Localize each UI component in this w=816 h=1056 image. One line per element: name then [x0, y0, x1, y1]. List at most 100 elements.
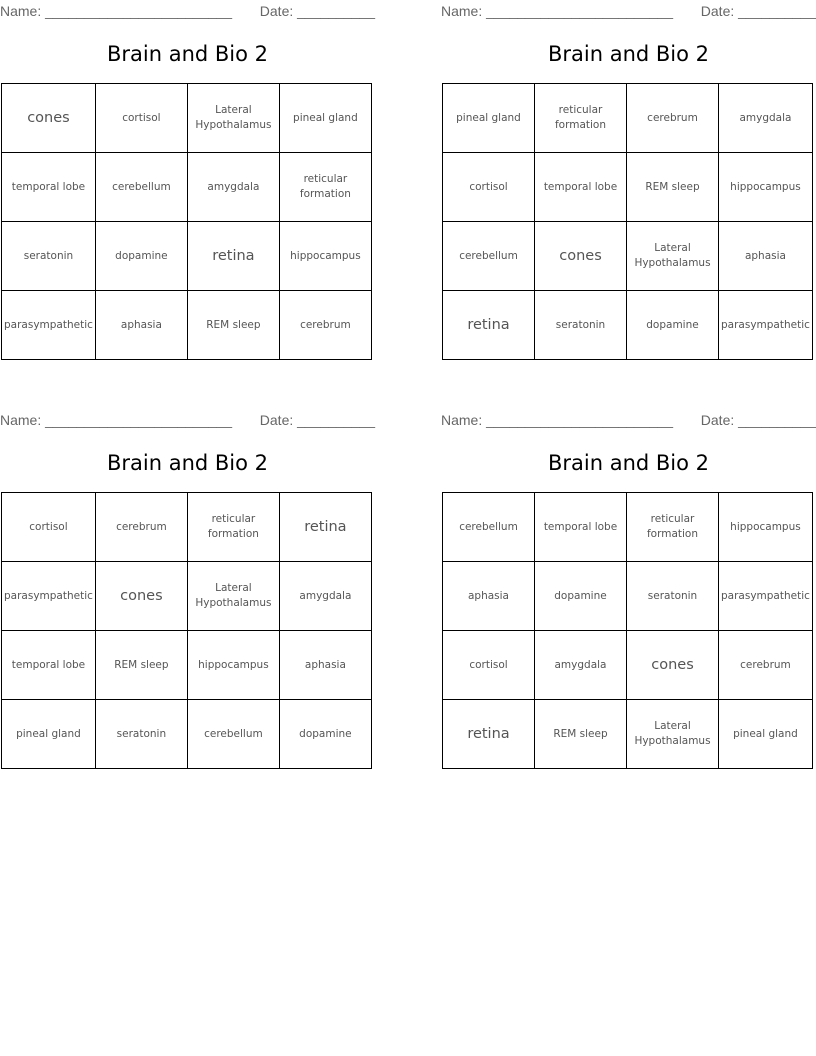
- bingo-cell: dopamine: [94, 221, 188, 291]
- bingo-cell: cones: [626, 630, 719, 700]
- bingo-cell: temporal lobe: [1, 152, 96, 222]
- bingo-cell: reticular formation: [186, 492, 280, 562]
- card-header: Name: ________________________ Date: ___…: [441, 0, 816, 22]
- grid-row: seratonin dopamine retina hippocampus: [1, 221, 372, 291]
- bingo-cell: hippocampus: [186, 630, 280, 700]
- name-field-label: Name: ________________________: [441, 412, 673, 428]
- grid-row: cortisol temporal lobe REM sleep hippocampu…: [442, 152, 813, 222]
- card-title: Brain and Bio 2: [547, 42, 710, 66]
- card-title: Brain and Bio 2: [106, 451, 269, 475]
- bingo-cell: amygdala: [186, 152, 280, 222]
- name-field-label: Name: ________________________: [441, 3, 673, 19]
- bingo-cell: REM sleep: [534, 699, 627, 769]
- bingo-cell: cerebrum: [718, 630, 813, 700]
- bingo-cell: dopamine: [278, 699, 372, 769]
- bingo-cell: hippocampus: [718, 492, 813, 562]
- bingo-cell: retina: [278, 492, 372, 562]
- card-title: Brain and Bio 2: [106, 42, 269, 66]
- date-field-label: Date: __________: [700, 3, 816, 19]
- bingo-cell: reticular formation: [278, 152, 372, 222]
- bingo-cell: seratonin: [94, 699, 188, 769]
- bingo-cell: cerebrum: [626, 83, 719, 153]
- grid-row: cerebellum temporal lobe reticular formati…: [442, 492, 813, 562]
- bingo-cell: parasympathetic: [718, 561, 813, 631]
- bingo-cell: aphasia: [718, 221, 813, 291]
- grid-row: temporal lobe REM sleep hippocampus aphasia: [1, 630, 372, 700]
- bingo-cell: pineal gland: [278, 83, 372, 153]
- bingo-cell: REM sleep: [626, 152, 719, 222]
- bingo-cell: temporal lobe: [1, 630, 96, 700]
- grid-row: parasympathetic cones Lateral Hypothalamus…: [1, 561, 372, 631]
- bingo-cell: pineal gland: [1, 699, 96, 769]
- date-field-label: Date: __________: [259, 3, 375, 19]
- bingo-cell: amygdala: [534, 630, 627, 700]
- bingo-grid: cerebellum temporal lobe reticular formati…: [442, 492, 813, 769]
- bingo-cell: aphasia: [278, 630, 372, 700]
- bingo-cell: REM sleep: [94, 630, 188, 700]
- bingo-cell: dopamine: [626, 290, 719, 360]
- bingo-cell: cones: [534, 221, 627, 291]
- bingo-cell: parasympathetic: [1, 290, 96, 360]
- bingo-cell: Lateral Hypothalamus: [626, 699, 719, 769]
- bingo-cell: retina: [442, 290, 535, 360]
- bingo-cell: aphasia: [94, 290, 188, 360]
- grid-row: aphasia dopamine seratonin parasympathetic: [442, 561, 813, 631]
- bingo-grid: cones cortisol Lateral Hypothalamus pineal …: [1, 83, 372, 360]
- bingo-cell: cones: [1, 83, 96, 153]
- bingo-cell: cones: [94, 561, 188, 631]
- bingo-cell: seratonin: [534, 290, 627, 360]
- name-field-label: Name: ________________________: [0, 412, 232, 428]
- grid-row: pineal gland seratonin cerebellum dopamine: [1, 699, 372, 769]
- bingo-cell: temporal lobe: [534, 152, 627, 222]
- bingo-cell: cerebrum: [278, 290, 372, 360]
- bingo-grid: cortisol cerebrum reticular formation retin…: [1, 492, 372, 769]
- bingo-cell: amygdala: [718, 83, 813, 153]
- grid-row: cerebellum cones Lateral Hypothalamus aphas…: [442, 221, 813, 291]
- card-header: Name: ________________________ Date: ___…: [0, 0, 375, 22]
- bingo-cell: cerebellum: [442, 221, 535, 291]
- bingo-cell: cerebellum: [186, 699, 280, 769]
- bingo-cell: Lateral Hypothalamus: [186, 561, 280, 631]
- name-field-label: Name: ________________________: [0, 3, 232, 19]
- bingo-cell: Lateral Hypothalamus: [186, 83, 280, 153]
- bingo-cell: cortisol: [1, 492, 96, 562]
- bingo-cell: cortisol: [442, 152, 535, 222]
- grid-row: retina REM sleep Lateral Hypothalamus pinea…: [442, 699, 813, 769]
- bingo-cell: reticular formation: [534, 83, 627, 153]
- bingo-cell: temporal lobe: [534, 492, 627, 562]
- bingo-cell: retina: [442, 699, 535, 769]
- bingo-cell: hippocampus: [278, 221, 372, 291]
- date-field-label: Date: __________: [700, 412, 816, 428]
- bingo-cell: cerebellum: [442, 492, 535, 562]
- bingo-cell: parasympathetic: [718, 290, 813, 360]
- bingo-cell: cortisol: [442, 630, 535, 700]
- date-field-label: Date: __________: [259, 412, 375, 428]
- bingo-cell: aphasia: [442, 561, 535, 631]
- bingo-cell: hippocampus: [718, 152, 813, 222]
- bingo-cell: cerebrum: [94, 492, 188, 562]
- grid-row: pineal gland reticular formation cerebrum a…: [442, 83, 813, 153]
- grid-row: temporal lobe cerebellum amygdala reticular…: [1, 152, 372, 222]
- bingo-cell: Lateral Hypothalamus: [626, 221, 719, 291]
- bingo-cell: cortisol: [94, 83, 188, 153]
- grid-row: cones cortisol Lateral Hypothalamus pineal …: [1, 83, 372, 153]
- bingo-cell: seratonin: [626, 561, 719, 631]
- bingo-cell: pineal gland: [718, 699, 813, 769]
- bingo-cell: amygdala: [278, 561, 372, 631]
- grid-row: cortisol cerebrum reticular formation retin…: [1, 492, 372, 562]
- grid-row: cortisol amygdala cones cerebrum: [442, 630, 813, 700]
- bingo-cell: dopamine: [534, 561, 627, 631]
- bingo-cell: reticular formation: [626, 492, 719, 562]
- card-title: Brain and Bio 2: [547, 451, 710, 475]
- bingo-cell: parasympathetic: [1, 561, 96, 631]
- bingo-cell: REM sleep: [186, 290, 280, 360]
- card-header: Name: ________________________ Date: ___…: [0, 409, 375, 431]
- grid-row: parasympathetic aphasia REM sleep cerebrum: [1, 290, 372, 360]
- bingo-cell: retina: [186, 221, 280, 291]
- card-header: Name: ________________________ Date: ___…: [441, 409, 816, 431]
- bingo-cell: seratonin: [1, 221, 96, 291]
- bingo-cell: pineal gland: [442, 83, 535, 153]
- bingo-grid: pineal gland reticular formation cerebrum a…: [442, 83, 813, 360]
- grid-row: retina seratonin dopamine parasympathetic: [442, 290, 813, 360]
- bingo-cell: cerebellum: [94, 152, 188, 222]
